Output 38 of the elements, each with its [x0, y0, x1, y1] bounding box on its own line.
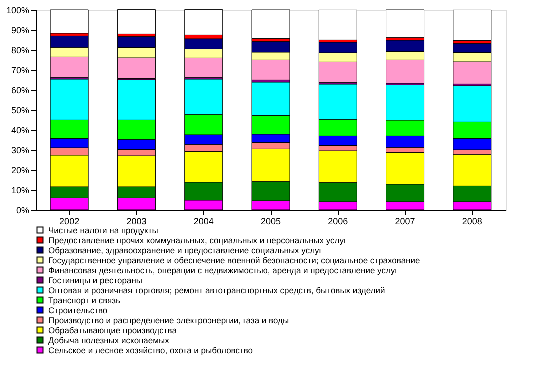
bar [117, 10, 156, 34]
legend-label: Обрабатывающие производства [48, 325, 178, 336]
x-tick-label: 2008 [462, 216, 482, 226]
legend-label: Предоставление прочих коммунальных, социальных и персональных услуг [48, 235, 348, 246]
y-tick-label: 40% [11, 126, 30, 136]
y-tick-label: 50% [11, 106, 30, 116]
legend-label: Добыча полезных ископаемых [48, 335, 170, 346]
y-tick-label: 90% [11, 26, 30, 36]
legend-label: Образование, здравоохранение и предоставление социальных услуг [48, 245, 322, 256]
bar [453, 10, 492, 42]
legend-label: Производство и распределение электроэнергии, газа и воды [48, 315, 290, 326]
legend-label: Строительство [48, 305, 108, 316]
legend-label: Чистые налоги на продукты [48, 225, 158, 236]
legend-label: Финансовая деятельность, операции с недвижимостью, аренда и предоставление услуг [48, 265, 398, 276]
bar [386, 10, 425, 38]
bar [50, 10, 89, 34]
y-tick-label: 10% [11, 186, 30, 196]
bar [252, 10, 290, 40]
y-tick-label: 70% [11, 66, 30, 76]
legend-label: Транспорт и связь [48, 295, 122, 306]
x-tick-label: 2004 [194, 216, 214, 226]
y-tick-label: 100% [6, 6, 30, 16]
x-tick-label: 2007 [395, 216, 416, 226]
x-tick-label: 2005 [260, 216, 282, 226]
legend-label: Гостиницы и рестораны [48, 275, 143, 286]
x-tick-label: 2002 [60, 216, 80, 226]
y-tick-label: 0% [16, 206, 30, 216]
y-tick-label: 20% [11, 166, 30, 176]
y-tick-label: 30% [11, 146, 30, 156]
legend-label: Оптовая и розничная торговля; ремонт автотранспортных средств, бытовых изделий [48, 285, 386, 296]
legend-label: Сельское и лесное хозяйство, охота и рыболовство [48, 345, 254, 356]
bar [318, 10, 358, 40]
x-tick-label: 2006 [328, 216, 348, 226]
x-tick-label: 2003 [126, 216, 147, 226]
y-tick-label: 80% [11, 46, 30, 56]
legend-label: Государственное управление и обеспечение военной безопасности; социальное страхование [48, 255, 420, 266]
bar [184, 10, 224, 36]
y-tick-label: 60% [11, 86, 30, 96]
